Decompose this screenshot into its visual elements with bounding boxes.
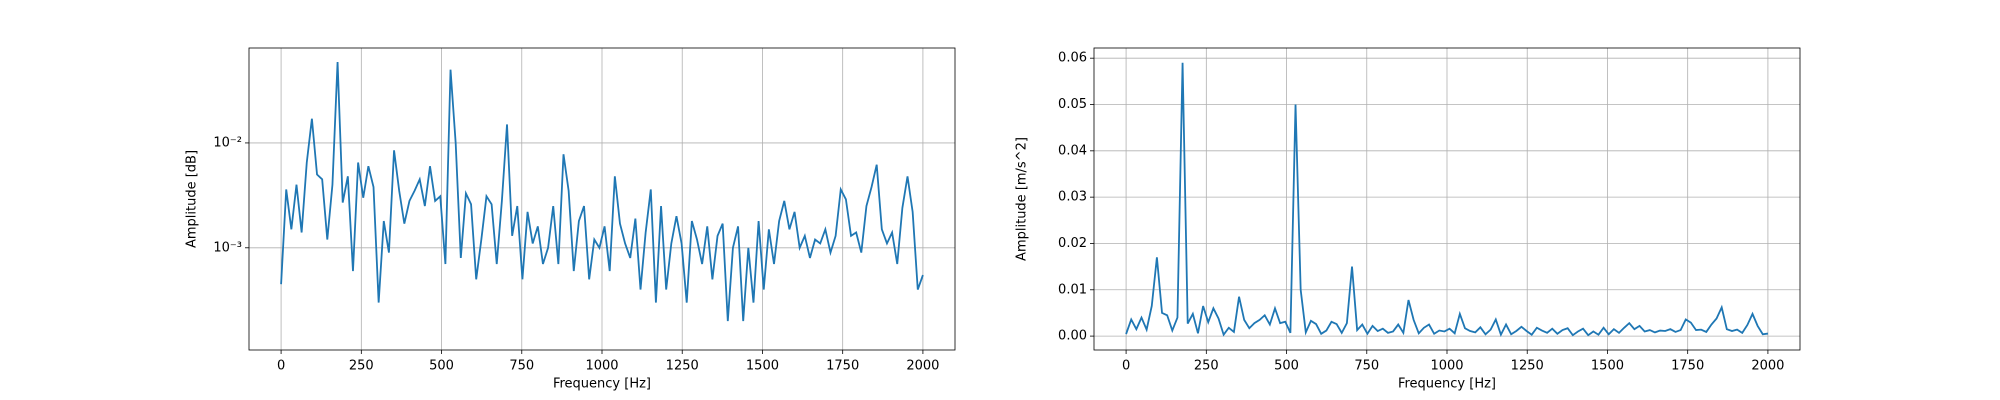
x-axis-label: Frequency [Hz] — [1398, 377, 1496, 392]
data-line — [280, 62, 924, 322]
y-tick-label: 0.01 — [1058, 282, 1087, 297]
x-tick-label: 1750 — [826, 359, 859, 374]
plot-frame — [248, 47, 956, 351]
data-line — [1125, 62, 1769, 338]
x-axis-label: Frequency [Hz] — [553, 377, 651, 392]
y-tick-label: 10⁻³ — [213, 240, 242, 255]
x-tick-label: 750 — [1354, 359, 1379, 374]
x-tick-label: 500 — [1274, 359, 1299, 374]
y-tick-label: 0.06 — [1058, 51, 1087, 66]
x-tick-label: 1750 — [1671, 359, 1704, 374]
x-tick-label: 250 — [349, 359, 374, 374]
y-tick-label: 10⁻² — [213, 135, 242, 150]
x-tick-label: 1000 — [585, 359, 618, 374]
x-tick-label: 1250 — [666, 359, 699, 374]
y-axis-label: Amplitude [dB] — [185, 150, 200, 248]
x-tick-label: 1500 — [1591, 359, 1624, 374]
y-tick-label: 0.04 — [1058, 143, 1087, 158]
x-tick-label: 2000 — [1751, 359, 1784, 374]
y-tick-label: 0.00 — [1058, 329, 1087, 344]
plot-frame — [1093, 47, 1801, 351]
x-tick-label: 250 — [1194, 359, 1219, 374]
x-tick-label: 0 — [1122, 359, 1130, 374]
x-tick-label: 1000 — [1430, 359, 1463, 374]
y-tick-label: 0.02 — [1058, 236, 1087, 251]
x-tick-label: 500 — [429, 359, 454, 374]
x-tick-label: 0 — [277, 359, 285, 374]
x-tick-label: 1250 — [1511, 359, 1544, 374]
x-tick-label: 2000 — [906, 359, 939, 374]
x-tick-label: 750 — [509, 359, 534, 374]
x-tick-label: 1500 — [746, 359, 779, 374]
y-axis-label: Amplitude [m/s^2] — [1015, 137, 1030, 261]
y-tick-label: 0.05 — [1058, 97, 1087, 112]
y-tick-label: 0.03 — [1058, 190, 1087, 205]
